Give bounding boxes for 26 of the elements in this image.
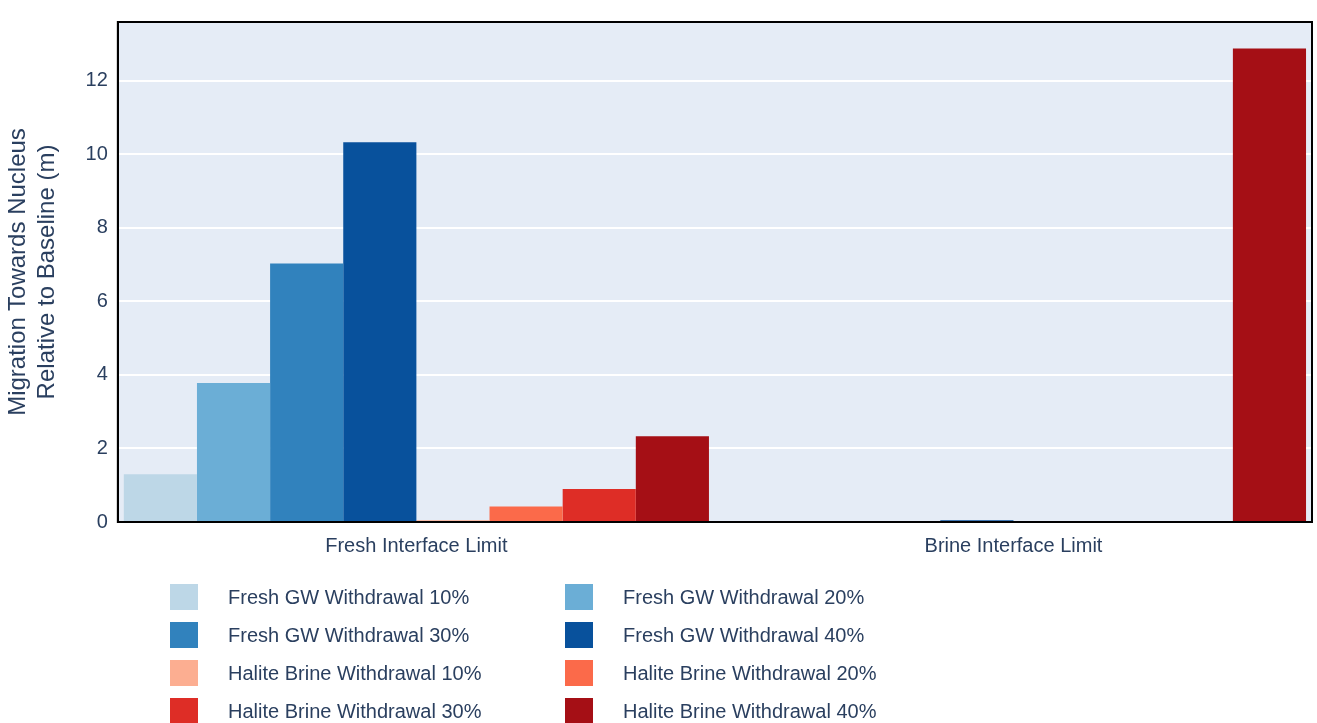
bar <box>635 436 709 521</box>
legend-label: Fresh GW Withdrawal 30% <box>228 623 470 647</box>
bar <box>489 506 563 521</box>
x-tick-label: Fresh Interface Limit <box>325 533 508 556</box>
legend-label: Halite Brine Withdrawal 10% <box>228 661 482 685</box>
legend-label: Fresh GW Withdrawal 10% <box>228 585 470 609</box>
bar <box>562 488 636 521</box>
bar <box>270 263 344 521</box>
bar <box>196 383 271 521</box>
legend-label: Halite Brine Withdrawal 40% <box>623 699 877 723</box>
y-tick-label: 6 <box>96 288 108 311</box>
bar <box>1232 48 1307 521</box>
legend-label: Fresh GW Withdrawal 20% <box>623 585 865 609</box>
y-tick-label: 4 <box>96 362 108 385</box>
y-tick-label: 8 <box>96 215 108 238</box>
legend-label: Fresh GW Withdrawal 40% <box>623 623 865 647</box>
bar <box>343 142 417 521</box>
x-tick-label: Brine Interface Limit <box>924 533 1103 556</box>
y-tick-label: 0 <box>96 509 108 532</box>
legend-label: Halite Brine Withdrawal 30% <box>228 699 482 723</box>
y-tick-label: 12 <box>85 68 108 91</box>
y-tick-label: 2 <box>96 435 108 458</box>
y-axis-title: Migration Towards Nucleus Relative to Baseline (m) <box>3 128 59 416</box>
legend-label: Halite Brine Withdrawal 20% <box>623 661 877 685</box>
bar <box>123 474 197 521</box>
y-tick-label: 10 <box>85 141 108 164</box>
